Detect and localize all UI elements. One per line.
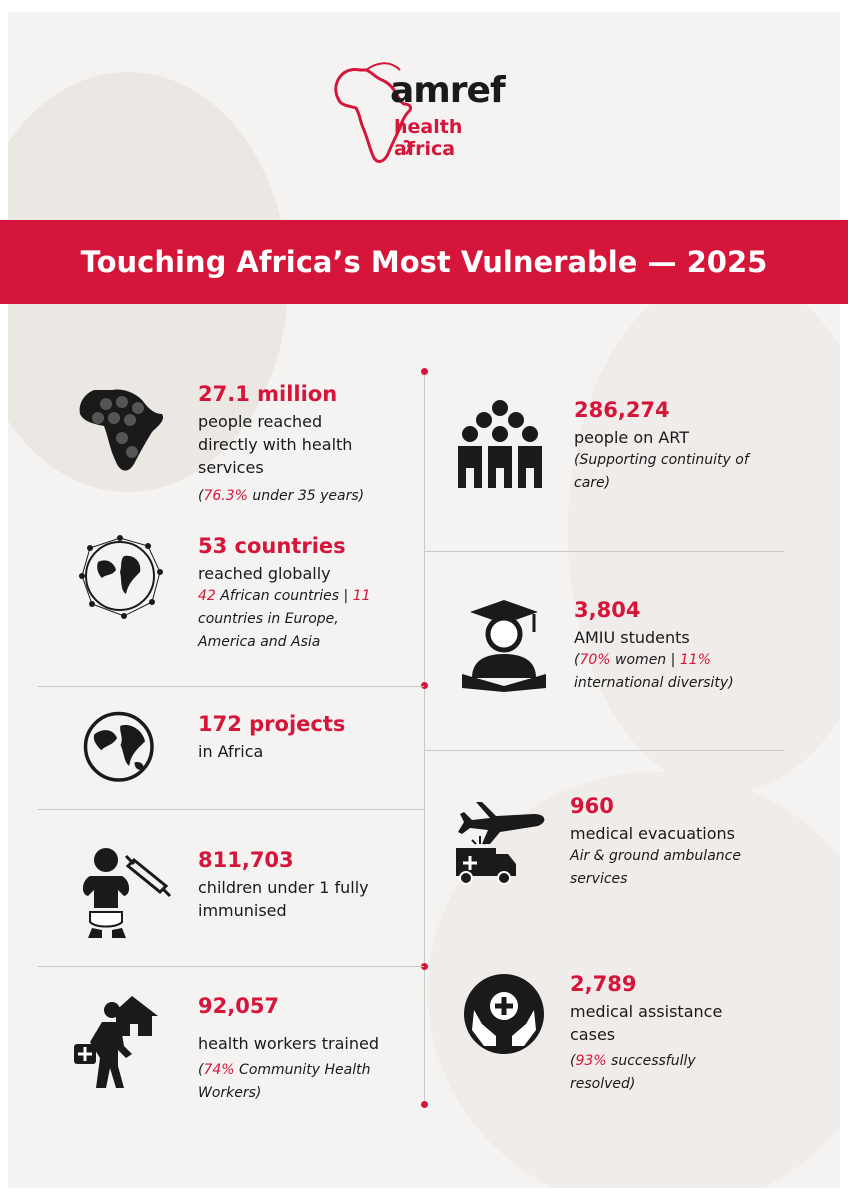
divider-dot xyxy=(421,1101,428,1108)
stat-description: medical assistance cases xyxy=(570,1002,723,1044)
stat-projects: 172 projects in Africa xyxy=(76,710,406,800)
stat-people-reached: 27.1 million people reached directly wit… xyxy=(76,380,406,510)
stat-headline: 92,057 xyxy=(198,994,280,1018)
hands-cross-icon xyxy=(464,974,544,1054)
graduate-icon xyxy=(462,600,546,692)
divider-dot xyxy=(421,682,428,689)
stat-text: 286,274 people on ART (Supporting contin… xyxy=(574,396,770,495)
title-banner: Touching Africa’s Most Vulnerable — 2025 xyxy=(0,220,848,304)
stat-note: (Supporting continuity of care) xyxy=(574,452,749,491)
horizontal-divider xyxy=(424,551,784,552)
stat-health-workers: 92,057 health workers trained (74% Commu… xyxy=(72,992,402,1112)
stat-text: 92,057 health workers trained (74% Commu… xyxy=(198,992,388,1105)
logo-tagline: health africa xyxy=(394,116,463,160)
stat-headline: 2,789 xyxy=(570,972,637,996)
stat-headline: 286,274 xyxy=(574,398,670,422)
stat-text: 172 projects in Africa xyxy=(198,710,345,763)
stat-evacuations: 960 medical evacuations Air & ground amb… xyxy=(452,792,782,902)
stat-text: 2,789 medical assistance cases (93% succ… xyxy=(570,970,760,1096)
stat-text: 27.1 million people reached directly wit… xyxy=(198,380,368,508)
stat-note: 42 African countries | 11 countries in E… xyxy=(198,588,371,650)
stat-headline: 27.1 million xyxy=(198,382,338,406)
africa-people-icon xyxy=(79,389,164,471)
network-globe-icon xyxy=(79,535,163,619)
stat-note: (76.3% under 35 years) xyxy=(198,488,365,504)
stat-text: 960 medical evacuations Air & ground amb… xyxy=(570,792,766,891)
health-worker-icon xyxy=(74,996,158,1088)
stat-students: 3,804 AMIU students (70% women | 11% int… xyxy=(456,596,786,716)
stat-description: medical evacuations xyxy=(570,824,736,843)
people-group-icon xyxy=(458,400,542,488)
stat-note: (74% Community Health Workers) xyxy=(198,1062,371,1101)
horizontal-divider xyxy=(38,686,424,687)
stat-note: Air & ground ambulance services xyxy=(570,848,741,887)
stat-note: (70% women | 11% international diversity… xyxy=(574,652,734,691)
stat-medical-assistance: 2,789 medical assistance cases (93% succ… xyxy=(452,970,782,1100)
africa-outline-icon xyxy=(334,62,412,163)
stat-description: people reached directly with health serv… xyxy=(198,412,353,477)
stat-description: in Africa xyxy=(198,742,264,761)
globe-icon xyxy=(83,711,154,782)
baby-syringe-icon xyxy=(82,848,172,938)
divider-dot xyxy=(421,368,428,375)
page-title: Touching Africa’s Most Vulnerable — 2025 xyxy=(80,245,768,279)
stat-description: people on ART xyxy=(574,428,690,447)
horizontal-divider xyxy=(424,750,784,751)
vertical-divider xyxy=(424,372,425,1104)
stat-description: children under 1 fully immunised xyxy=(198,878,369,920)
stat-description: health workers trained xyxy=(198,1034,379,1053)
amref-logo: amref health africa xyxy=(330,58,530,188)
divider-dot xyxy=(421,963,428,970)
stat-headline: 3,804 xyxy=(574,598,641,622)
stat-art: 286,274 people on ART (Supporting contin… xyxy=(452,396,782,516)
stat-headline: 811,703 xyxy=(198,848,294,872)
stat-countries: 53 countries reached globally 42 African… xyxy=(76,532,406,662)
stat-text: 53 countries reached globally 42 African… xyxy=(198,532,388,654)
stat-text: 3,804 AMIU students (70% women | 11% int… xyxy=(574,596,770,695)
plane-ambulance-icon xyxy=(456,802,545,885)
stat-description: reached globally xyxy=(198,564,331,583)
stat-headline: 53 countries xyxy=(198,534,346,558)
background-photo-shape xyxy=(568,272,840,792)
horizontal-divider xyxy=(38,966,424,967)
stat-note: (93% successfully resolved) xyxy=(570,1053,696,1092)
logo-wordmark: amref xyxy=(390,70,506,111)
stat-description: AMIU students xyxy=(574,628,690,647)
horizontal-divider xyxy=(38,809,424,810)
stat-text: 811,703 children under 1 fully immunised xyxy=(198,846,388,922)
stat-immunised: 811,703 children under 1 fully immunised xyxy=(76,846,406,946)
stat-headline: 960 xyxy=(570,794,614,818)
stat-headline: 172 projects xyxy=(198,712,346,736)
